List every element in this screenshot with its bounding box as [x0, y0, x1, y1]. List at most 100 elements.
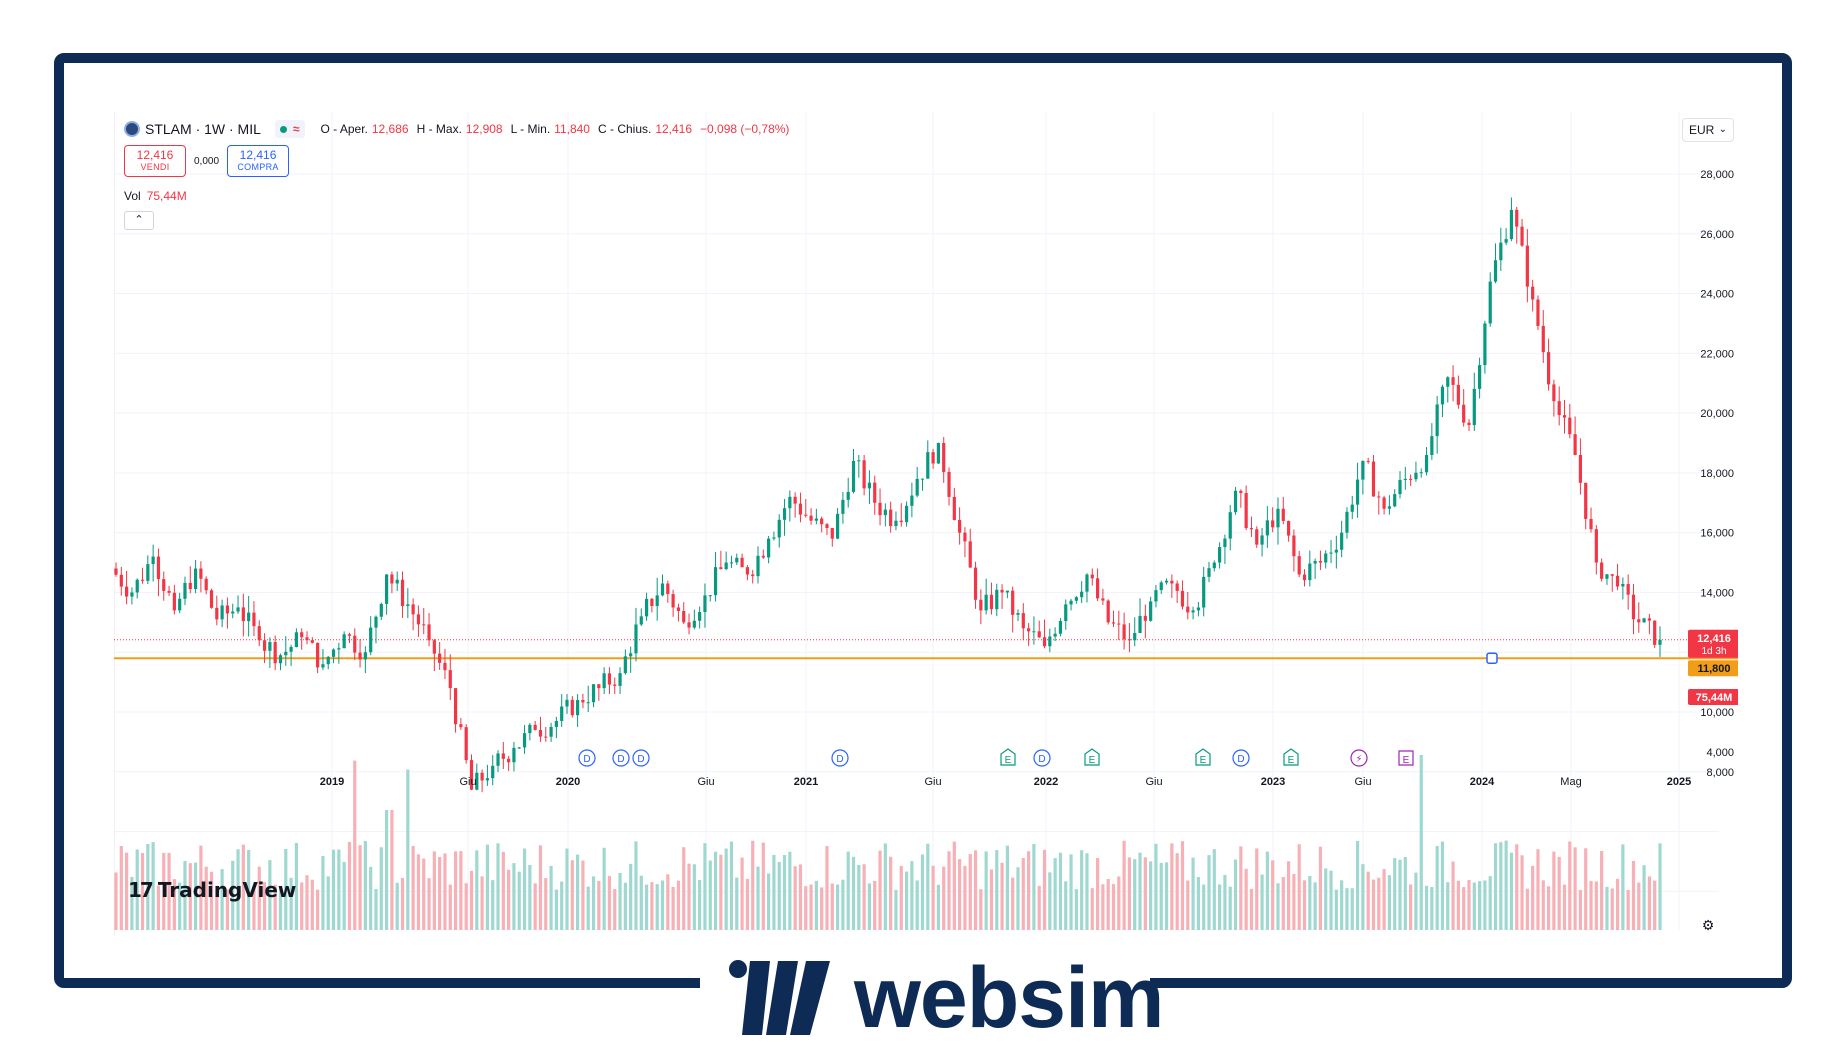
candle-body [894, 520, 898, 526]
candle-body [878, 502, 882, 516]
candle-body [1573, 434, 1577, 455]
candle-body [671, 594, 675, 608]
earnings-marker-icon [1195, 748, 1211, 766]
volume-bar [1515, 844, 1519, 930]
currency-selector[interactable]: EUR ⌄ [1682, 118, 1734, 142]
candle-body [1478, 365, 1482, 389]
gear-icon[interactable]: ⚙ [1701, 917, 1715, 933]
x-tick-label: Mag [1560, 776, 1581, 788]
candle-body [777, 519, 781, 538]
volume-bar [851, 856, 856, 930]
high-value: 12,908 [465, 122, 503, 136]
candle-body [1011, 590, 1015, 615]
volume-bar [438, 856, 442, 930]
volume-bar [1292, 874, 1296, 930]
candle-body [294, 632, 298, 647]
candle-body [804, 514, 808, 516]
candle-body [820, 518, 824, 525]
candle-body [989, 594, 994, 610]
x-tick-label: Giu [697, 776, 714, 788]
volume-bar [650, 882, 654, 930]
chart-area[interactable]: 28,000 26,000 24,000 22,000 20,000 18,000 16,0… [114, 112, 1738, 936]
candle-body [889, 509, 893, 526]
collapse-legend-button[interactable]: ⌃ [124, 211, 154, 230]
candle-body [756, 555, 760, 577]
candle-body [178, 598, 182, 611]
sell-button[interactable]: 12,416 VENDI [124, 145, 186, 177]
volume-bar [1584, 848, 1588, 930]
candle-body [268, 642, 272, 651]
candle-body [1446, 377, 1450, 387]
volume-bar [188, 863, 192, 930]
volume-bar [793, 866, 797, 930]
volume-bar [1509, 852, 1514, 930]
candle-body [1658, 639, 1662, 645]
candle-body [1361, 460, 1365, 480]
chevron-up-icon: ⌃ [134, 214, 144, 226]
volume-bar [247, 849, 251, 930]
symbol-title[interactable]: STLAM · 1W · MIL [145, 121, 261, 137]
market-status-badge[interactable]: ≈ [274, 120, 305, 138]
volume-bar [517, 871, 521, 930]
price-chart[interactable]: 28,000 26,000 24,000 22,000 20,000 18,000 16,0… [114, 112, 1738, 936]
x-tick-label: 2019 [320, 776, 344, 788]
volume-bar [607, 876, 612, 930]
volume-bar [406, 769, 410, 930]
candle-body [814, 518, 818, 521]
candle-body [1302, 574, 1307, 581]
volume-bar [894, 889, 898, 930]
candle-body [374, 616, 378, 628]
volume-bar [761, 842, 765, 930]
candle-body [252, 612, 256, 627]
volume-bar [857, 865, 861, 930]
volume-bar [1005, 845, 1009, 930]
volume-bar [1329, 870, 1333, 930]
volume-bar [289, 877, 293, 930]
volume-bar [400, 877, 405, 930]
candle-body [379, 603, 383, 617]
candle-body [1631, 594, 1636, 620]
volume-bar [1626, 889, 1630, 930]
volume-bar [889, 856, 893, 930]
tradingview-logo[interactable]: 17 TradingView [128, 878, 296, 902]
volume-bar [1605, 886, 1609, 930]
candle-body [565, 699, 569, 707]
candle-body [1329, 552, 1333, 554]
y-tick-label: 14,000 [1700, 587, 1734, 599]
candle-body [1032, 631, 1036, 633]
volume-bar [1260, 874, 1264, 930]
candle-body [713, 567, 718, 596]
candle-body [1292, 535, 1296, 557]
volume-bar [1302, 880, 1307, 930]
volume-bar [1202, 884, 1206, 930]
candle-body [979, 599, 983, 611]
volume-bar [178, 882, 182, 930]
volume-bar [1218, 884, 1222, 930]
candle-body [1600, 562, 1604, 579]
volume-bar [1212, 849, 1216, 930]
volume-bar [1149, 861, 1153, 930]
volume-bar [1249, 888, 1254, 930]
volume-bar [262, 882, 267, 930]
candle-body [1297, 556, 1301, 575]
candle-body [931, 452, 935, 464]
volume-bar [915, 880, 919, 930]
buy-button[interactable]: 12,416 COMPRA [227, 145, 290, 177]
close-value: 12,416 [655, 122, 693, 136]
candle-body [1196, 607, 1200, 611]
candle-body [188, 582, 192, 590]
volume-bar [342, 861, 346, 930]
candle-body [1085, 574, 1089, 592]
volume-bar [485, 844, 490, 930]
candle-body [719, 567, 723, 570]
y-tick-label: 26,000 [1700, 229, 1734, 241]
volume-bar [1531, 865, 1535, 930]
candle-body [1462, 404, 1466, 423]
sell-price: 12,416 [136, 148, 174, 162]
earnings-marker-label: E [1403, 755, 1410, 766]
chart-background [114, 112, 1738, 936]
volume-bar [809, 884, 813, 930]
candle-body [570, 699, 574, 716]
candle-body [554, 720, 558, 727]
volume-bar [804, 886, 808, 930]
